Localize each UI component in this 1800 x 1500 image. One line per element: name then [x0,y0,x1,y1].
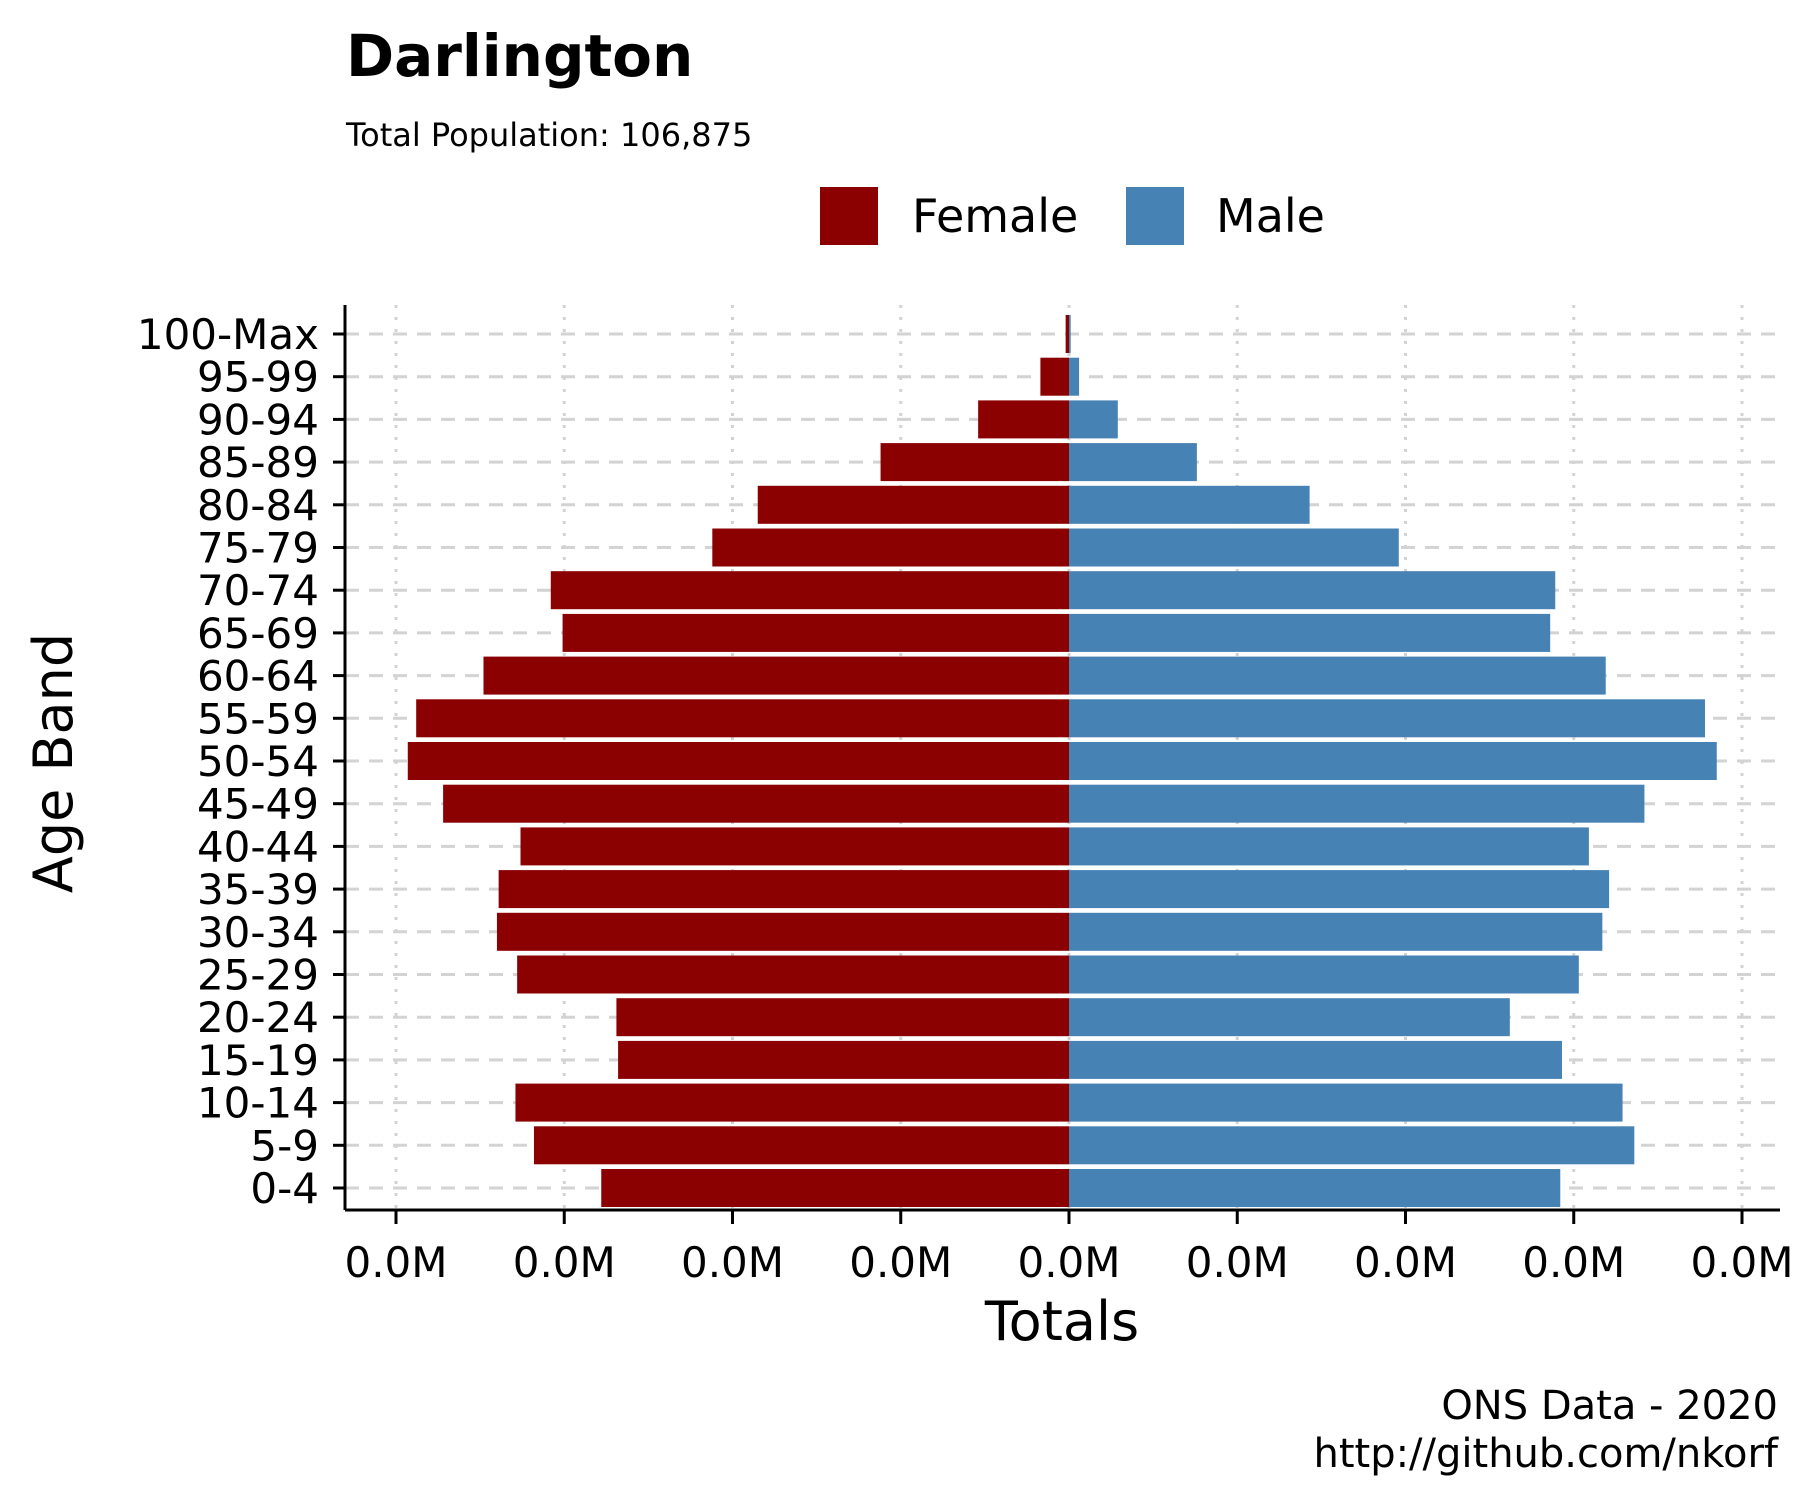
bar-female-40-44 [520,827,1069,866]
x-tick-label: 0.0M [1186,1238,1289,1287]
y-tick-label: 0-4 [250,1164,319,1213]
bar-male-60-64 [1069,656,1606,695]
y-tick-label: 25-29 [197,951,319,1000]
bar-male-55-59 [1069,699,1705,738]
y-tick-label: 100-Max [137,310,319,359]
bar-female-65-69 [562,613,1069,652]
bar-female-100-Max [1065,315,1069,353]
bar-male-65-69 [1069,613,1551,652]
y-tick-label: 80-84 [197,481,319,530]
bars [407,315,1717,1207]
bar-male-70-74 [1069,571,1556,610]
bar-female-15-19 [618,1040,1069,1079]
y-tick-label: 15-19 [197,1036,319,1085]
x-tick-label: 0.0M [849,1238,952,1287]
bar-female-55-59 [416,699,1069,738]
x-axis-title: Totals [984,1290,1139,1353]
bar-female-30-34 [496,912,1069,951]
bar-female-85-89 [880,443,1069,482]
bar-female-75-79 [712,528,1069,567]
bar-male-45-49 [1069,784,1645,823]
bar-female-0-4 [601,1169,1069,1207]
bar-male-75-79 [1069,528,1399,567]
bar-male-50-54 [1069,742,1717,780]
y-tick-label: 50-54 [197,737,319,786]
bar-male-15-19 [1069,1040,1562,1079]
y-tick-label: 85-89 [197,438,319,487]
bar-female-10-14 [515,1083,1069,1122]
bar-male-0-4 [1069,1169,1561,1207]
y-tick-label: 20-24 [197,993,319,1042]
legend: Female Male [820,187,1325,245]
y-tick-label: 60-64 [197,652,319,701]
x-tick-label: 0.0M [344,1238,447,1287]
bar-male-40-44 [1069,827,1589,866]
y-tick-label: 10-14 [197,1079,319,1128]
bar-male-5-9 [1069,1126,1635,1165]
bar-male-80-84 [1069,485,1310,524]
y-tick-label: 55-59 [197,694,319,743]
x-tick-labels: 0.0M 0.0M 0.0M 0.0M 0.0M 0.0M 0.0M 0.0M 0.0M [344,1210,1794,1287]
bar-female-45-49 [443,784,1069,823]
x-tick-label: 0.0M [1690,1238,1793,1287]
bar-female-25-29 [517,955,1069,994]
legend-label-male: Male [1216,189,1325,243]
legend-swatch-female [820,187,878,245]
y-tick-label: 90-94 [197,395,319,444]
bar-female-60-64 [483,656,1069,695]
bar-female-80-84 [757,485,1069,524]
bar-male-35-39 [1069,870,1610,909]
y-tick-label: 65-69 [197,609,319,658]
bar-male-85-89 [1069,443,1197,482]
y-axis-title: Age Band [22,633,85,893]
x-tick-label: 0.0M [1522,1238,1625,1287]
bar-male-95-99 [1069,357,1080,396]
x-tick-label: 0.0M [681,1238,784,1287]
bar-female-70-74 [550,571,1069,610]
chart-title: Darlington [346,22,693,90]
bar-female-90-94 [978,400,1069,439]
bar-female-95-99 [1040,357,1069,396]
y-tick-label: 70-74 [197,566,319,615]
chart-subtitle: Total Population: 106,875 [345,116,752,154]
bar-male-100-Max [1069,315,1071,353]
bar-female-20-24 [616,998,1069,1037]
bar-male-20-24 [1069,998,1510,1037]
x-tick-label: 0.0M [513,1238,616,1287]
y-tick-label: 5-9 [250,1121,319,1170]
legend-swatch-male [1126,187,1184,245]
y-tick-label: 40-44 [197,822,319,871]
x-tick-label: 0.0M [1354,1238,1457,1287]
bar-female-35-39 [498,870,1069,909]
legend-label-female: Female [912,189,1078,243]
bar-male-25-29 [1069,955,1579,994]
caption-url: http://github.com/nkorf [1313,1431,1778,1477]
bar-male-30-34 [1069,912,1603,951]
y-tick-label: 30-34 [197,908,319,957]
caption-source: ONS Data - 2020 [1441,1383,1778,1429]
y-tick-label: 35-39 [197,865,319,914]
y-tick-label: 95-99 [197,353,319,402]
y-tick-labels: 0-45-910-1415-1920-2425-2930-3435-3940-4… [137,310,345,1213]
bar-male-10-14 [1069,1083,1623,1122]
bar-female-50-54 [407,742,1070,780]
bar-male-90-94 [1069,400,1118,439]
y-tick-label: 75-79 [197,524,319,573]
bar-female-5-9 [533,1126,1069,1165]
x-tick-label: 0.0M [1017,1238,1120,1287]
y-tick-label: 45-49 [197,780,319,829]
